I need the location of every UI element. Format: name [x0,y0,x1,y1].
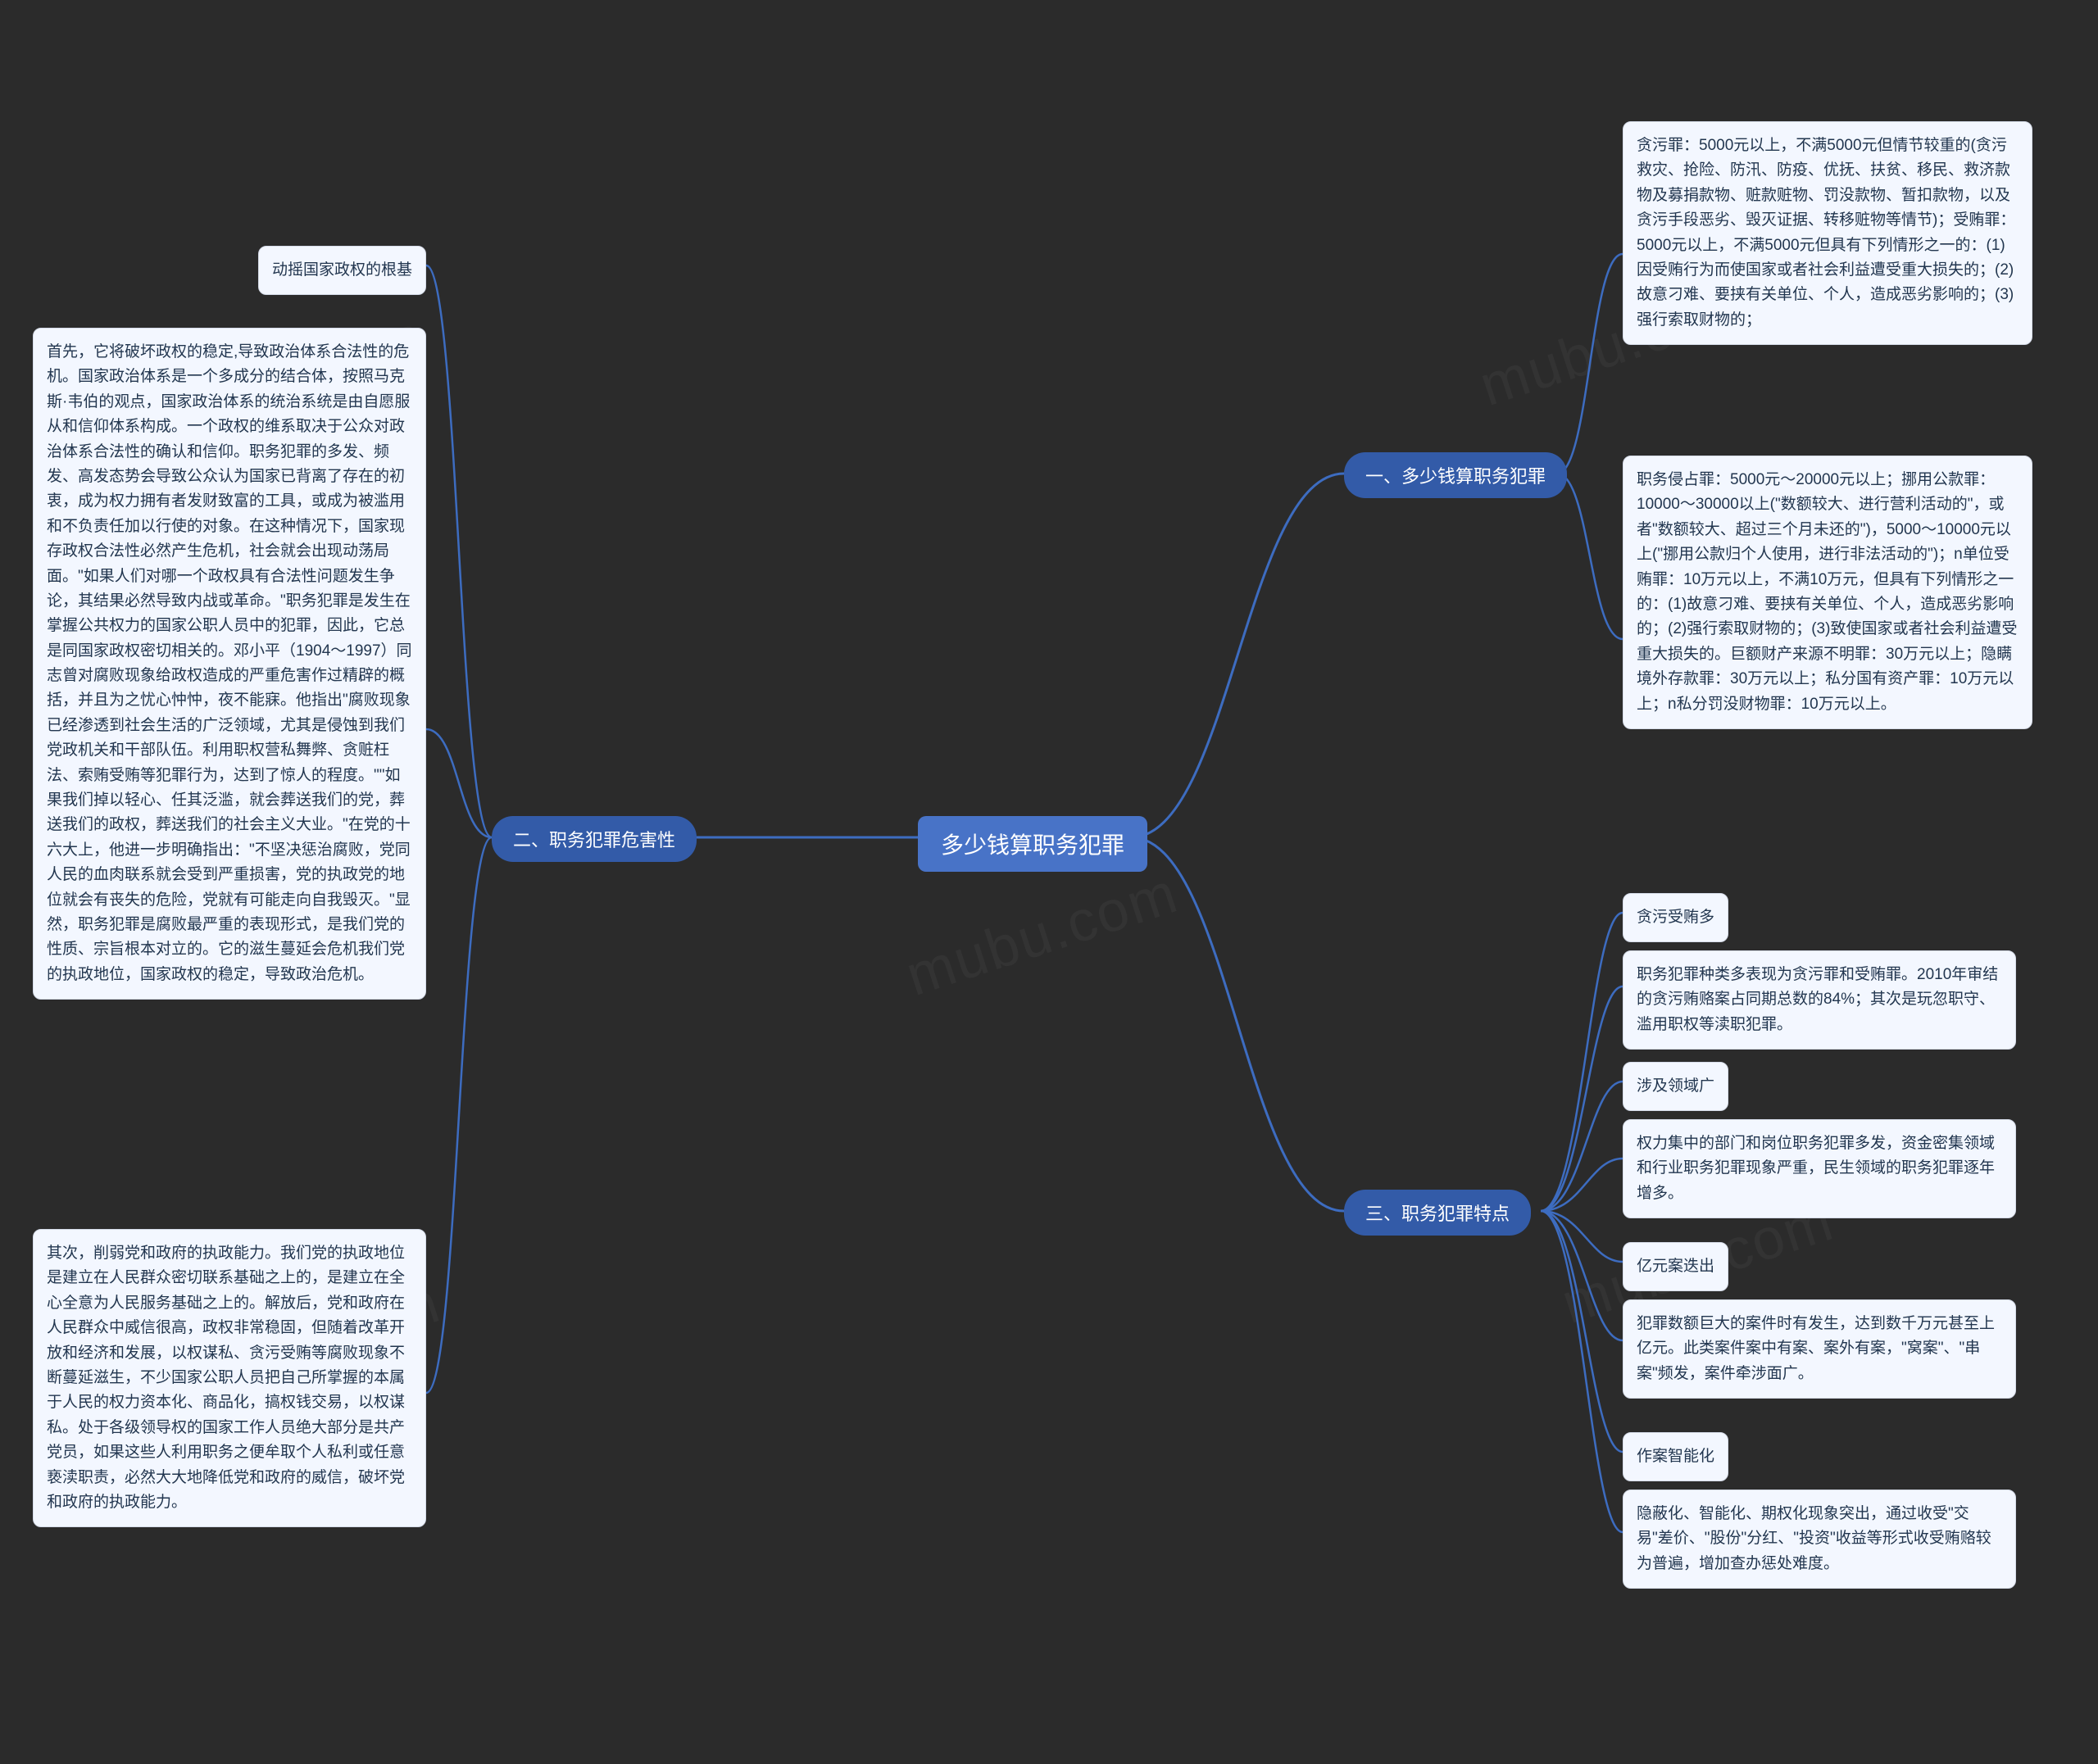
leaf-s3d[interactable]: 权力集中的部门和岗位职务犯罪多发，资金密集领域和行业职务犯罪现象严重，民生领域的… [1623,1119,2016,1218]
leaf-s3h[interactable]: 隐蔽化、智能化、期权化现象突出，通过收受"交易"差价、"股份"分红、"投资"收益… [1623,1490,2016,1589]
topic-s1-label: 一、多少钱算职务犯罪 [1365,466,1546,487]
leaf-s2c[interactable]: 其次，削弱党和政府的执政能力。我们党的执政地位是建立在人民群众密切联系基础之上的… [33,1229,426,1527]
leaf-s1a[interactable]: 贪污罪：5000元以上，不满5000元但情节较重的(贪污救灾、抢险、防汛、防疫、… [1623,121,2032,345]
topic-s3-label: 三、职务犯罪特点 [1365,1204,1510,1224]
leaf-s3b[interactable]: 职务犯罪种类多表现为贪污罪和受贿罪。2010年审结的贪污贿赂案占同期总数的84%… [1623,950,2016,1050]
topic-s1[interactable]: 一、多少钱算职务犯罪 [1344,452,1567,498]
mindmap-canvas: mubu.com mubu.com mubu.com mubu.com mubu… [0,0,2098,1764]
root-label: 多少钱算职务犯罪 [941,832,1124,858]
watermark: mubu.com [898,859,1186,1009]
leaf-s2b[interactable]: 首先，它将破坏政权的稳定,导致政治体系合法性的危机。国家政治体系是一个多成分的结… [33,328,426,1000]
leaf-s3a[interactable]: 贪污受贿多 [1623,893,1728,942]
leaf-s3f[interactable]: 犯罪数额巨大的案件时有发生，达到数千万元甚至上亿元。此类案件案中有案、案外有案，… [1623,1299,2016,1399]
leaf-s3c[interactable]: 涉及领域广 [1623,1062,1728,1111]
topic-s2[interactable]: 二、职务犯罪危害性 [492,816,697,862]
leaf-s3g[interactable]: 作案智能化 [1623,1432,1728,1481]
root-node[interactable]: 多少钱算职务犯罪 [918,816,1147,872]
topic-s3[interactable]: 三、职务犯罪特点 [1344,1190,1531,1236]
topic-s2-label: 二、职务犯罪危害性 [513,830,675,850]
leaf-s3e[interactable]: 亿元案迭出 [1623,1242,1728,1291]
leaf-s1b[interactable]: 职务侵占罪：5000元～20000元以上；挪用公款罪：10000～30000以上… [1623,456,2032,729]
leaf-s2a[interactable]: 动摇国家政权的根基 [258,246,426,295]
